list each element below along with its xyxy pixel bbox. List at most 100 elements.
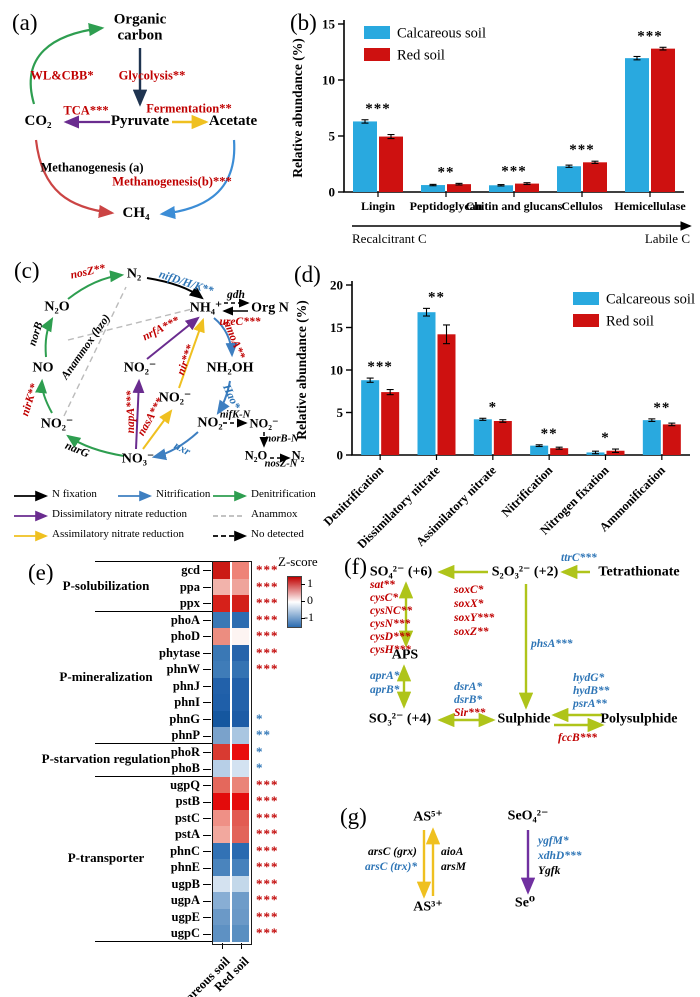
heatmap-cell-redsoil-gcd: [232, 562, 249, 579]
bar-red-soil: [662, 424, 681, 455]
panel-b-carbon-bars: (b) 0 5 10 15 Relative abundance (%) *** Lingi…: [280, 0, 700, 252]
arrow-co2-to-organic: [29, 23, 105, 105]
significance-stars: **: [428, 289, 445, 305]
zscore-legend-title: Z-score: [278, 554, 318, 569]
gene-xdhD: xdhD***: [538, 850, 582, 862]
legend-swatch: [364, 48, 390, 61]
heatmap-gene-label: phnP: [171, 728, 201, 743]
panel-a-label: (a): [12, 10, 38, 35]
bar-red-soil: [515, 183, 539, 192]
significance-stars: ***: [367, 359, 393, 375]
heatmap-gene-label: phoD: [170, 629, 200, 644]
bar-calcareous-soil: [642, 420, 661, 455]
y-tick-label: 0: [337, 448, 344, 463]
significance-stars: ***: [501, 164, 527, 180]
node-no2-r: NO₂⁻: [249, 416, 279, 431]
carbon-cycle-arrows: [29, 23, 236, 220]
heatmap-cell-calcareous-phytase: [213, 644, 230, 662]
panel-e-phosphorus-heatmap: (e) gcd *** ppa *** ppx *** phoA *** phoD *** phyt…: [0, 548, 340, 997]
gene-arsC-trx: arsC (trx)*: [365, 861, 418, 873]
gene-tick: [203, 619, 211, 621]
heatmap-cell-redsoil-ugpE: [232, 908, 249, 926]
gene-norBN: norB-N: [265, 433, 299, 445]
legend-label-dissimilatory-nitrate-reduction: Dissimilatory nitrate reduction: [52, 508, 188, 520]
heatmap-cell-redsoil-phnW: [232, 661, 249, 678]
arsenic-selenium-arrows: [416, 827, 536, 899]
node-as3: AS³⁺: [413, 899, 443, 915]
legend-label-anammox: Anammox: [251, 508, 298, 520]
significance-stars: ***: [256, 661, 279, 677]
heatmap-cell-redsoil-phoD: [232, 628, 249, 645]
gene-tick: [203, 652, 211, 654]
node-n2: N₂: [126, 266, 142, 282]
heatmap-cell-calcareous-phnI: [213, 694, 230, 711]
y-axis-label: Relative abundance (%): [294, 300, 309, 440]
group-separator: [95, 742, 212, 744]
heatmap-cell-calcareous-gcd: [213, 562, 230, 579]
node-polysulphide: Polysulphide: [600, 711, 678, 727]
gene-sat: sat**: [370, 579, 395, 591]
gene-tick: [203, 702, 211, 704]
bar-red-soil: [651, 48, 675, 192]
legend-label: Calcareous soil: [397, 26, 486, 42]
gene-tick: [203, 851, 211, 853]
zscore-label-0: 0: [307, 593, 313, 607]
bar-calcareous-soil: [353, 121, 377, 192]
significance-stars: *: [256, 710, 264, 726]
node-no2-mid: NO₂⁻: [123, 360, 157, 376]
gene-dsrA: dsrA*: [454, 681, 483, 693]
legend-label: Red soil: [397, 48, 445, 64]
node-org-n: Org N: [251, 300, 289, 316]
heatmap-cell-redsoil-phnJ: [232, 677, 249, 695]
significance-stars: *: [489, 399, 498, 415]
gene-cysC: cysC*: [370, 592, 399, 604]
heatmap-cell-redsoil-ugpA: [232, 892, 249, 909]
bar-red-soil: [379, 136, 403, 192]
significance-stars: ***: [256, 908, 279, 924]
heatmap-cell-calcareous-phnW: [213, 661, 230, 678]
legend-label-no-detected: No detected: [251, 528, 304, 540]
gene-soxY: soxY***: [454, 612, 495, 624]
heatmap-cell-redsoil-pstB: [232, 793, 249, 810]
node-as5: AS⁵⁺: [413, 809, 443, 825]
panel-g-label: (g): [340, 804, 367, 829]
arrow-napA: [132, 378, 145, 450]
significance-stars: ***: [256, 875, 279, 891]
heatmap-cell-redsoil-ppa: [232, 578, 249, 596]
heatmap-gene-label: ugpB: [171, 876, 201, 891]
node-so4: SO₄²⁻ (+6): [369, 564, 433, 580]
significance-stars: **: [541, 426, 558, 442]
group-label-p-starvation-regulation: P-starvation regulation: [41, 751, 171, 767]
legend-label-denitrification: Denitrification: [251, 488, 316, 500]
gene-tick: [203, 586, 211, 588]
gene-tick: [203, 884, 211, 886]
heatmap-cell-calcareous-phoB: [213, 760, 230, 777]
gene-arsC-grx: arsC (grx): [368, 846, 417, 858]
sulfur-cycle-arrows: [396, 564, 605, 733]
heatmap-gene-label: ppa: [179, 579, 200, 594]
group-label-p-transporter: P-transporter: [67, 850, 145, 866]
gene-hydG: hydG*: [573, 672, 605, 684]
bar-calcareous-soil: [530, 445, 549, 455]
node-n2o: N₂O: [44, 299, 70, 315]
gene-tick: [203, 752, 211, 753]
gene-tick: [203, 669, 211, 671]
heatmap-cell-calcareous-phnE: [213, 859, 230, 876]
bar-red-soil: [550, 448, 569, 455]
y-tick-label: 10: [330, 363, 343, 378]
column-tick: [240, 943, 242, 949]
node-no2-left: NO₂⁻: [40, 416, 74, 432]
zscore-colorbar: [287, 576, 302, 628]
gene-tick: [203, 933, 211, 935]
significance-stars: *: [256, 743, 264, 759]
significance-stars: ***: [256, 562, 279, 577]
heatmap-gene-label: phnG: [169, 711, 200, 726]
gene-tick: [203, 834, 211, 836]
heatmap-gene-label: gcd: [181, 563, 200, 577]
y-axis-label: Relative abundance (%): [290, 38, 305, 178]
heatmap-cell-redsoil-phnP: [232, 727, 249, 744]
zscore-tick-0: [301, 601, 305, 602]
node-nh4: NH₄⁺: [189, 300, 223, 316]
heatmap-cell-redsoil-phytase: [232, 644, 249, 662]
